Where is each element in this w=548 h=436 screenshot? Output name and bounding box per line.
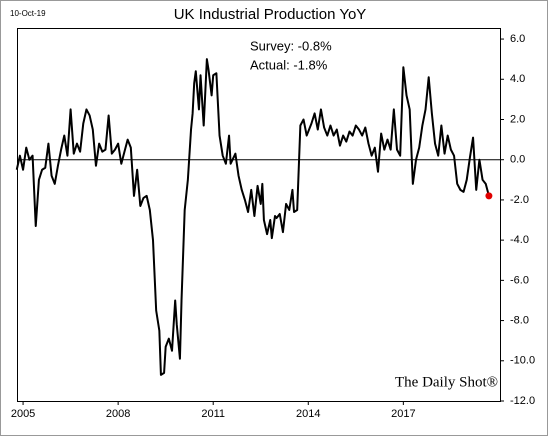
plot-frame [17, 28, 501, 402]
y-tick-label: -6.0 [510, 274, 529, 286]
x-tick-label: 2017 [391, 408, 415, 420]
y-tick-label: 0.0 [510, 154, 525, 166]
x-tick-label: 2011 [201, 408, 225, 420]
y-tick-label: 6.0 [510, 33, 525, 45]
x-tick-label: 2008 [106, 408, 130, 420]
annotation: Actual: -1.8% [250, 57, 328, 72]
y-tick-label: 2.0 [510, 113, 525, 125]
annotation: Survey: -0.8% [250, 38, 332, 53]
y-tick-label: -8.0 [510, 314, 529, 326]
y-tick-label: -2.0 [510, 194, 529, 206]
y-tick-label: -10.0 [510, 355, 535, 367]
chart-title: UK Industrial Production YoY [174, 6, 367, 23]
watermark: The Daily Shot® [395, 374, 498, 390]
y-tick-label: 4.0 [510, 73, 525, 85]
data-line [15, 58, 490, 376]
last-point [485, 192, 493, 200]
x-tick-label: 2005 [11, 408, 35, 420]
x-tick-label: 2014 [296, 408, 320, 420]
date-label: 10-Oct-19 [10, 9, 46, 18]
y-tick-label: -4.0 [510, 234, 529, 246]
y-tick-label: -12.0 [510, 395, 535, 407]
